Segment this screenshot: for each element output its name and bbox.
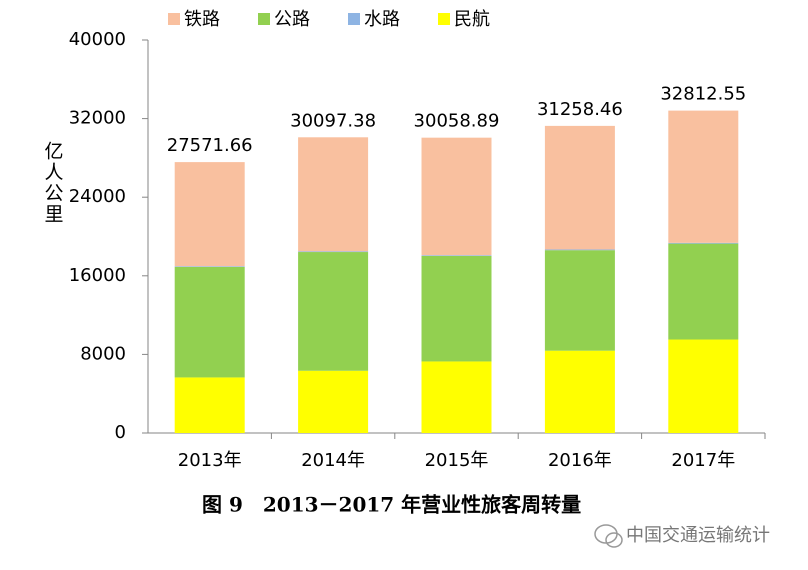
- y-tick-label: 32000: [69, 108, 126, 129]
- bar-segment: [544, 249, 615, 251]
- caption: 图 9 2013－2017 年营业性旅客周转量: [202, 493, 581, 517]
- bar-segment: [421, 137, 492, 256]
- bar-segment: [174, 162, 245, 267]
- total-label: 30097.38: [290, 110, 376, 131]
- bar-segment: [298, 370, 369, 433]
- y-tick-label: 8000: [80, 343, 126, 364]
- total-label: 27571.66: [167, 135, 253, 156]
- bar-segment: [421, 255, 492, 362]
- legend-swatch: [258, 13, 270, 25]
- bar-segment: [174, 377, 245, 433]
- watermark-icon: [594, 524, 623, 548]
- bar-segment: [668, 339, 739, 433]
- legend-label: 公路: [274, 9, 310, 30]
- legend-label: 铁路: [184, 9, 220, 30]
- total-label: 32812.55: [660, 84, 746, 105]
- watermark: 中国交通运输统计: [626, 525, 770, 546]
- y-tick-label: 40000: [69, 29, 126, 50]
- legend-label: 水路: [364, 9, 400, 30]
- bar-segment: [544, 350, 615, 433]
- total-label: 31258.46: [537, 99, 623, 120]
- x-tick-label: 2014年: [301, 450, 365, 471]
- legend-swatch: [348, 13, 360, 25]
- bar-segment: [421, 255, 492, 256]
- bar-segment: [668, 243, 739, 340]
- bar-segment: [668, 110, 739, 243]
- bar-segment: [544, 250, 615, 351]
- bar-segment: [174, 266, 245, 267]
- bar-segment: [298, 137, 369, 252]
- x-tick-label: 2016年: [548, 450, 612, 471]
- bar-segment: [298, 252, 369, 371]
- bar-segment: [421, 361, 492, 433]
- y-tick-label: 0: [115, 422, 126, 443]
- x-tick-label: 2015年: [425, 450, 489, 471]
- bar-segment: [544, 125, 615, 250]
- total-label: 30058.89: [414, 111, 500, 132]
- x-tick-label: 2017年: [671, 450, 735, 471]
- bar-segment: [668, 242, 739, 244]
- legend-swatch: [438, 13, 450, 25]
- legend-label: 民航: [454, 9, 490, 30]
- bar-segment: [298, 251, 369, 253]
- bar-segment: [174, 266, 245, 378]
- y-tick-label: 16000: [69, 265, 126, 286]
- y-tick-label: 24000: [69, 186, 126, 207]
- y-axis-label: 亿人公里: [42, 141, 64, 225]
- x-tick-label: 2013年: [178, 450, 242, 471]
- legend-swatch: [168, 13, 180, 25]
